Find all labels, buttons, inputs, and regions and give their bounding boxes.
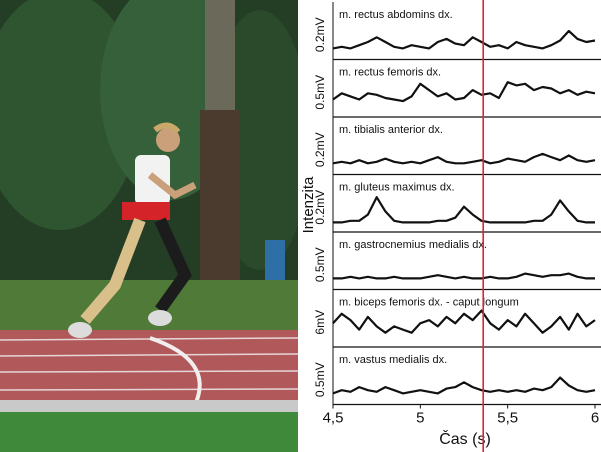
series-label: m. rectus femoris dx. [339, 66, 441, 78]
figure: Intenzita Čas (s) m. rectus abdomins dx.… [0, 0, 601, 452]
x-tick-label: 5,5 [497, 409, 518, 426]
scale-label: 0.2mV [313, 17, 327, 52]
x-tick-label: 6 [591, 409, 599, 426]
series-label: m. biceps femoris dx. - caput longum [339, 296, 519, 308]
scale-label: 0.2mV [313, 132, 327, 167]
scale-label: 0.5mV [313, 362, 327, 397]
series-label: m. gluteus maximus dx. [339, 181, 455, 193]
scale-label: 0.2mV [313, 190, 327, 225]
scale-label: 0.5mV [313, 75, 327, 110]
series-label: m. gastrocnemius medialis dx. [339, 239, 487, 251]
x-tick-label: 5 [416, 409, 424, 426]
series-label: m. tibialis anterior dx. [339, 124, 443, 136]
series-label: m. rectus abdomins dx. [339, 9, 453, 21]
photo [0, 0, 310, 452]
scale-label: 0.5mV [313, 247, 327, 282]
series-label: m. vastus medialis dx. [339, 354, 447, 366]
scale-label: 6mV [313, 310, 327, 335]
x-tick-label: 4,5 [323, 409, 344, 426]
